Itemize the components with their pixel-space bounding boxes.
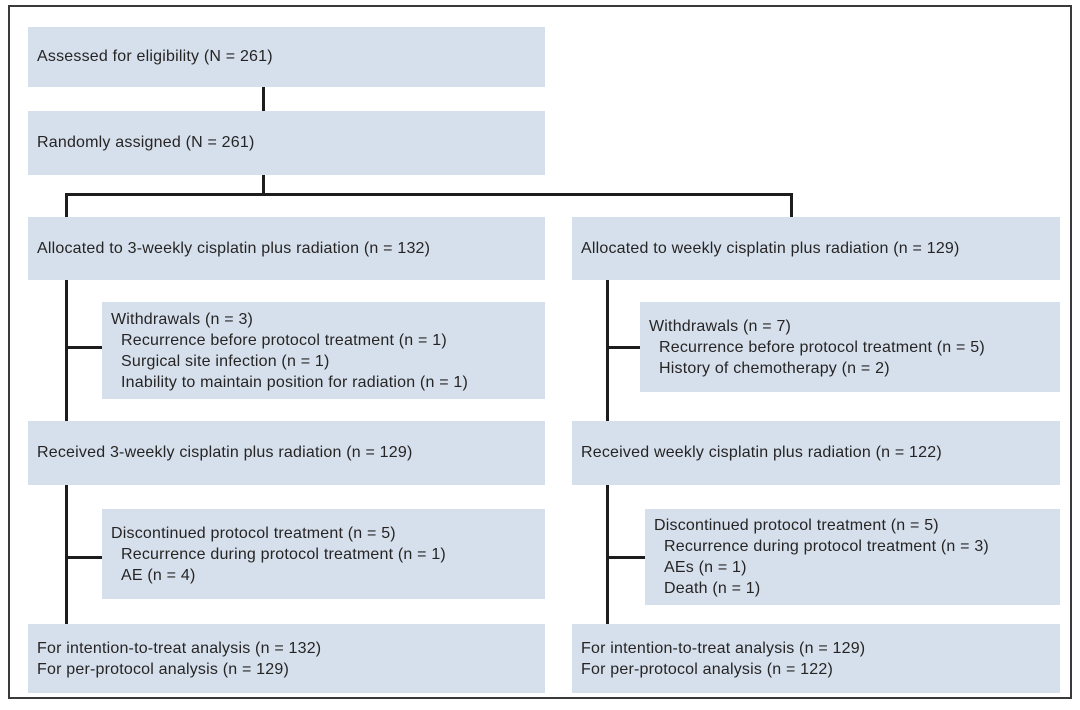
allocated-weekly-label: Allocated to weekly cisplatin plus radia… [581, 239, 960, 257]
withdrawals-3weekly-item: Recurrence before protocol treatment (n … [121, 331, 447, 349]
analysis-weekly-line: For intention-to-treat analysis (n = 129… [581, 639, 866, 657]
received-3weekly-box: Received 3-weekly cisplatin plus radiati… [28, 421, 545, 485]
withdrawals-3weekly-item: Inability to maintain position for radia… [121, 373, 469, 391]
connector-randomized-branch [262, 175, 265, 193]
tick-withdrawals-right [606, 346, 642, 349]
tick-discontinued-right [606, 556, 646, 559]
allocated-3weekly-label: Allocated to 3-weekly cisplatin plus rad… [37, 239, 431, 257]
analysis-3weekly-line: For per-protocol analysis (n = 129) [37, 660, 289, 678]
connector-assessed-randomized [262, 87, 265, 111]
randomized-box: Randomly assigned (N = 261) [28, 111, 545, 175]
figure-frame: Assessed for eligibility (N = 261) Rando… [8, 5, 1072, 699]
withdrawals-3weekly-item: Surgical site infection (n = 1) [121, 352, 330, 370]
allocated-weekly-box: Allocated to weekly cisplatin plus radia… [572, 217, 1060, 280]
assessed-box: Assessed for eligibility (N = 261) [28, 27, 545, 87]
branch-horizontal-line [65, 193, 793, 196]
received-weekly-box: Received weekly cisplatin plus radiation… [572, 421, 1060, 485]
discontinued-3weekly-item: AE (n = 4) [121, 566, 196, 584]
withdrawals-weekly-item: Recurrence before protocol treatment (n … [659, 338, 985, 356]
withdrawals-weekly-box: Withdrawals (n = 7) Recurrence before pr… [640, 302, 1060, 392]
withdrawals-weekly-title: Withdrawals (n = 7) [649, 317, 792, 335]
analysis-3weekly-line: For intention-to-treat analysis (n = 132… [37, 639, 322, 657]
analysis-weekly-line: For per-protocol analysis (n = 122) [581, 660, 833, 678]
withdrawals-3weekly-box: Withdrawals (n = 3) Recurrence before pr… [102, 302, 545, 399]
withdrawals-3weekly-title: Withdrawals (n = 3) [111, 310, 254, 328]
branch-drop-right [790, 193, 793, 217]
discontinued-3weekly-box: Discontinued protocol treatment (n = 5) … [102, 509, 545, 599]
allocated-3weekly-box: Allocated to 3-weekly cisplatin plus rad… [28, 217, 545, 280]
discontinued-weekly-title: Discontinued protocol treatment (n = 5) [654, 517, 939, 534]
tick-withdrawals-left [65, 346, 103, 349]
discontinued-3weekly-item: Recurrence during protocol treatment (n … [121, 545, 446, 563]
tick-discontinued-left [65, 556, 103, 559]
discontinued-3weekly-title: Discontinued protocol treatment (n = 5) [111, 524, 396, 542]
received-3weekly-label: Received 3-weekly cisplatin plus radiati… [37, 444, 413, 461]
discontinued-weekly-item: AEs (n = 1) [664, 559, 747, 576]
received-weekly-label: Received weekly cisplatin plus radiation… [581, 444, 942, 461]
analysis-3weekly-box: For intention-to-treat analysis (n = 132… [28, 624, 545, 693]
randomized-label: Randomly assigned (N = 261) [37, 134, 255, 151]
withdrawals-weekly-item: History of chemotherapy (n = 2) [659, 359, 890, 377]
discontinued-weekly-box: Discontinued protocol treatment (n = 5) … [645, 509, 1060, 605]
analysis-weekly-box: For intention-to-treat analysis (n = 129… [572, 624, 1060, 693]
assessed-label: Assessed for eligibility (N = 261) [37, 48, 273, 65]
discontinued-weekly-item: Recurrence during protocol treatment (n … [664, 538, 989, 555]
branch-drop-left [65, 193, 68, 217]
discontinued-weekly-item: Death (n = 1) [664, 580, 761, 597]
